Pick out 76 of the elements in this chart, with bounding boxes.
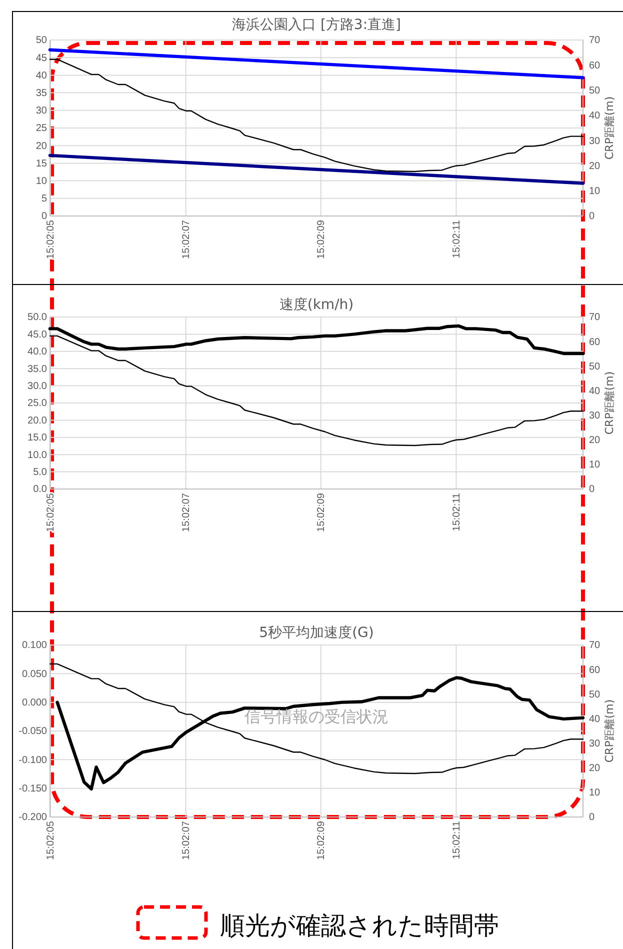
y2-tick-label: 50 xyxy=(589,85,601,96)
y2-tick-label: 10 xyxy=(589,460,601,471)
y2-tick-label: 30 xyxy=(589,738,601,750)
x-tick-label: 15:02:09 xyxy=(316,220,328,259)
y2-tick-label: 0 xyxy=(589,812,595,824)
y-tick-label: 10 xyxy=(36,176,48,187)
y-tick-label: 15.0 xyxy=(28,432,48,444)
y-tick-label: -0.100 xyxy=(18,754,48,766)
x-tick-label: 15:02:05 xyxy=(46,820,57,860)
y-tick-label: 45 xyxy=(36,52,48,64)
x-tick-label: 15:02:05 xyxy=(46,220,57,259)
chart-title: 速度(km/h) xyxy=(279,297,354,313)
y-tick-label: 0 xyxy=(41,211,48,222)
y2-axis-title: CRP距離(m) xyxy=(603,96,616,160)
y2-tick-label: 70 xyxy=(589,35,601,46)
y2-tick-label: 70 xyxy=(589,312,601,324)
y2-tick-label: 60 xyxy=(589,336,601,348)
y-tick-label: -0.200 xyxy=(18,812,48,824)
x-tick-label: 15:02:11 xyxy=(451,492,462,532)
y-tick-label: 5.0 xyxy=(33,467,48,478)
y-tick-label: 20.0 xyxy=(28,415,48,426)
y-tick-label: 40 xyxy=(36,70,48,82)
y-tick-label: 25.0 xyxy=(28,398,48,410)
y2-tick-label: 60 xyxy=(589,664,601,676)
y-tick-label: 20 xyxy=(36,140,48,152)
y-tick-label: 5 xyxy=(41,194,48,205)
y-tick-label: -0.150 xyxy=(18,784,48,795)
y-tick-label: 50.0 xyxy=(28,312,48,324)
x-tick-label: 15:02:07 xyxy=(181,220,192,259)
y2-tick-label: 50 xyxy=(589,361,601,372)
y2-axis-title: CRP距離(m) xyxy=(603,699,616,763)
y2-tick-label: 40 xyxy=(589,110,601,122)
x-tick-label: 15:02:09 xyxy=(316,492,328,532)
y2-axis-title: CRP距離(m) xyxy=(603,371,616,435)
y-tick-label: 35.0 xyxy=(28,364,48,375)
y-tick-label: 0.000 xyxy=(22,698,48,709)
chart-title: 5秒平均加速度(G) xyxy=(259,625,374,641)
y2-tick-label: 40 xyxy=(589,714,601,725)
y-tick-label: 15 xyxy=(36,158,48,170)
y-tick-label: 30.0 xyxy=(28,381,48,392)
y2-tick-label: 30 xyxy=(589,136,601,147)
x-tick-label: 15:02:07 xyxy=(181,820,192,860)
y2-tick-label: 70 xyxy=(589,640,601,652)
y2-tick-label: 60 xyxy=(589,60,601,72)
y2-tick-label: 30 xyxy=(589,410,601,422)
x-tick-label: 15:02:11 xyxy=(451,820,462,860)
y-tick-label: -0.050 xyxy=(18,726,48,738)
y-tick-label: 0.0 xyxy=(33,484,48,496)
y2-tick-label: 50 xyxy=(589,689,601,700)
y2-tick-label: 20 xyxy=(589,160,601,172)
annotation: 信号情報の受信状況 xyxy=(244,707,388,726)
line-series xyxy=(49,335,584,446)
y2-tick-label: 10 xyxy=(589,788,601,799)
y-tick-label: 0.050 xyxy=(22,668,48,680)
y-tick-label: 0.100 xyxy=(22,640,48,652)
y-tick-label: 45.0 xyxy=(28,329,48,340)
y2-tick-label: 20 xyxy=(589,435,601,446)
x-tick-label: 15:02:07 xyxy=(181,492,192,532)
y-tick-label: 30 xyxy=(36,106,48,117)
y2-tick-label: 40 xyxy=(589,386,601,397)
y2-tick-label: 20 xyxy=(589,763,601,774)
y2-tick-label: 10 xyxy=(589,186,601,198)
x-tick-label: 15:02:05 xyxy=(46,492,57,532)
text: 順光が確認された時間帯 xyxy=(220,911,499,940)
chart-title: 海浜公園入口 [方路3:直進] xyxy=(232,17,401,33)
line-series xyxy=(48,324,585,356)
y-tick-label: 10.0 xyxy=(28,450,48,461)
y2-tick-label: 0 xyxy=(589,211,595,222)
y-tick-label: 50 xyxy=(36,35,48,46)
y-tick-label: 40.0 xyxy=(28,346,48,358)
x-tick-label: 15:02:11 xyxy=(451,220,462,258)
y-tick-label: 25 xyxy=(36,123,48,134)
y2-tick-label: 0 xyxy=(589,484,595,496)
line-series xyxy=(49,58,584,172)
y-tick-label: 35 xyxy=(36,88,48,99)
x-tick-label: 15:02:09 xyxy=(316,820,328,860)
